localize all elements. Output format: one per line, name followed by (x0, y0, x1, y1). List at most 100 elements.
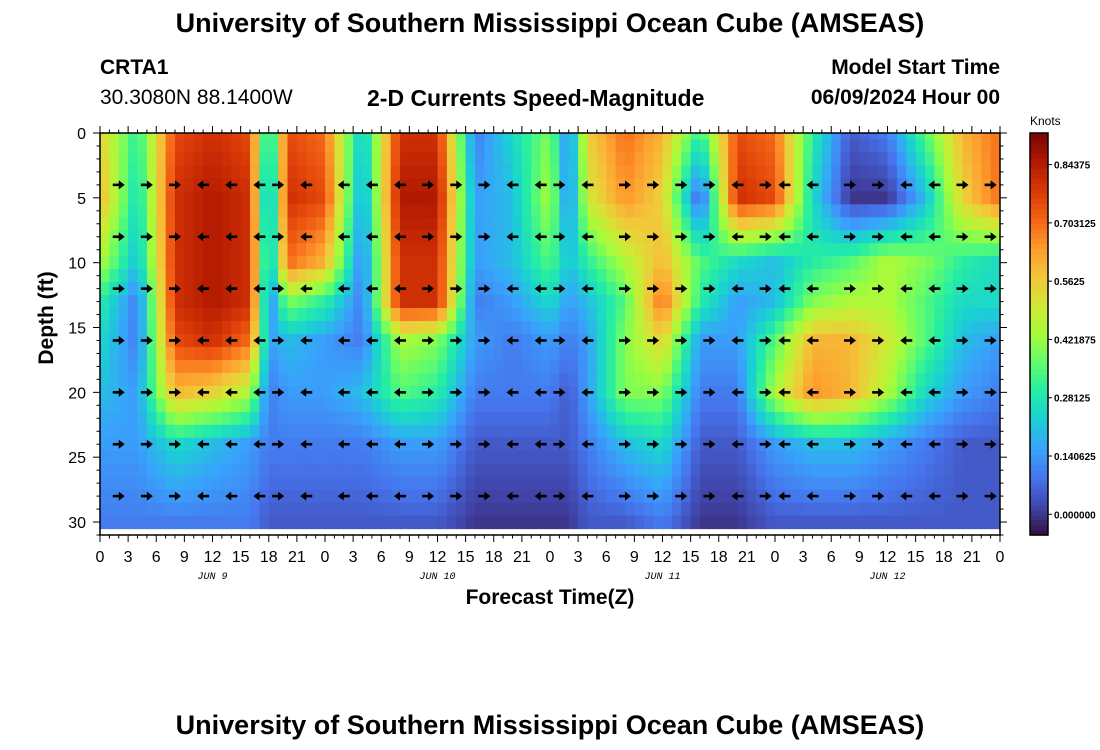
heatmap-cell (690, 515, 701, 530)
heatmap-cell (906, 152, 917, 167)
heatmap-cell (231, 359, 242, 374)
colorbar-swatch (1030, 519, 1048, 526)
current-arrow (984, 180, 997, 190)
heatmap-cell (915, 152, 926, 167)
heatmap-cell (953, 256, 964, 270)
heatmap-cell (203, 359, 214, 374)
heatmap-cell (278, 321, 289, 335)
heatmap-cell (109, 256, 120, 270)
heatmap-cell (315, 321, 326, 335)
heatmap-cell (418, 243, 429, 257)
heatmap-cell (962, 411, 973, 426)
heatmap-cell (625, 165, 635, 179)
heatmap-cell (634, 191, 645, 205)
heatmap-cell (334, 191, 345, 205)
heatmap-cell (484, 411, 495, 426)
heatmap-cell (615, 372, 626, 387)
heatmap-cell (568, 359, 579, 374)
heatmap-cell (756, 269, 767, 283)
heatmap-cell (203, 502, 214, 517)
heatmap-cell (418, 165, 429, 179)
heatmap-cell (531, 191, 542, 205)
heatmap-cell (559, 450, 570, 465)
heatmap-cell (859, 321, 870, 335)
heatmap-cell (456, 152, 467, 167)
heatmap-cell (784, 502, 795, 517)
heatmap-cell (278, 502, 289, 517)
heatmap-cell (793, 346, 804, 361)
current-arrow (553, 180, 566, 190)
heatmap-cell (531, 463, 542, 478)
heatmap-cell (315, 243, 326, 257)
heatmap-cell (268, 165, 279, 179)
heatmap-cell (503, 398, 514, 413)
heatmap-cell (475, 217, 485, 231)
heatmap-cell (925, 152, 935, 167)
heatmap-cell (250, 346, 260, 361)
heatmap-cell (175, 372, 185, 387)
heatmap-cell (100, 165, 110, 179)
heatmap-cell (259, 476, 270, 491)
heatmap-cell (568, 398, 579, 413)
heatmap-cell (287, 385, 298, 400)
heatmap-cell (353, 295, 364, 309)
heatmap-cell (128, 139, 139, 154)
heatmap-cell (840, 308, 851, 322)
heatmap-cell (137, 359, 148, 374)
heatmap-cell (718, 346, 729, 361)
heatmap-cell (531, 502, 542, 517)
heatmap-cell (625, 269, 635, 283)
heatmap-cell (493, 437, 504, 452)
heatmap-cell (315, 308, 326, 322)
heatmap-cell (587, 502, 598, 517)
heatmap-cell (437, 256, 448, 270)
heatmap-cell (859, 139, 870, 154)
heatmap-cell (728, 243, 739, 257)
heatmap-cell (465, 398, 476, 413)
heatmap-cell (128, 372, 139, 387)
colorbar-swatch (1030, 238, 1048, 245)
current-arrow (450, 335, 463, 345)
heatmap-cell (821, 411, 832, 426)
heatmap-cell (493, 359, 504, 374)
heatmap-cell (250, 204, 260, 218)
heatmap-cell (343, 217, 354, 231)
heatmap-cell (287, 424, 298, 439)
heatmap-cell (784, 269, 795, 283)
heatmap-cell (353, 334, 364, 348)
heatmap-cell (465, 424, 476, 439)
heatmap-cell (690, 437, 701, 452)
current-arrow (253, 335, 266, 345)
heatmap-cell (475, 243, 485, 257)
heatmap-cell (793, 489, 804, 504)
heatmap-cell (765, 321, 776, 335)
heatmap-cell (878, 139, 889, 154)
heatmap-cell (662, 398, 673, 413)
heatmap-cell (109, 359, 120, 374)
heatmap-cell (100, 359, 110, 374)
heatmap-cell (128, 191, 139, 205)
heatmap-cell (315, 359, 326, 374)
heatmap-cell (784, 450, 795, 465)
heatmap-cell (531, 359, 542, 374)
current-arrow (140, 335, 153, 345)
heatmap-cell (540, 450, 551, 465)
heatmap-cell (803, 424, 814, 439)
heatmap-cell (503, 243, 514, 257)
heatmap-cell (315, 334, 326, 348)
heatmap-cell (418, 372, 429, 387)
heatmap-cell (371, 476, 382, 491)
heatmap-cell (803, 463, 814, 478)
heatmap-cell (221, 308, 232, 322)
x-tick-label: 18 (485, 549, 503, 566)
heatmap-cell (840, 424, 851, 439)
heatmap-cell (325, 230, 335, 244)
heatmap-cell (118, 243, 129, 257)
heatmap-cell (653, 217, 664, 231)
heatmap-cell (850, 204, 860, 218)
heatmap-cell (296, 515, 307, 530)
heatmap-cell (484, 152, 495, 167)
heatmap-cell (231, 476, 242, 491)
heatmap-cell (906, 346, 917, 361)
